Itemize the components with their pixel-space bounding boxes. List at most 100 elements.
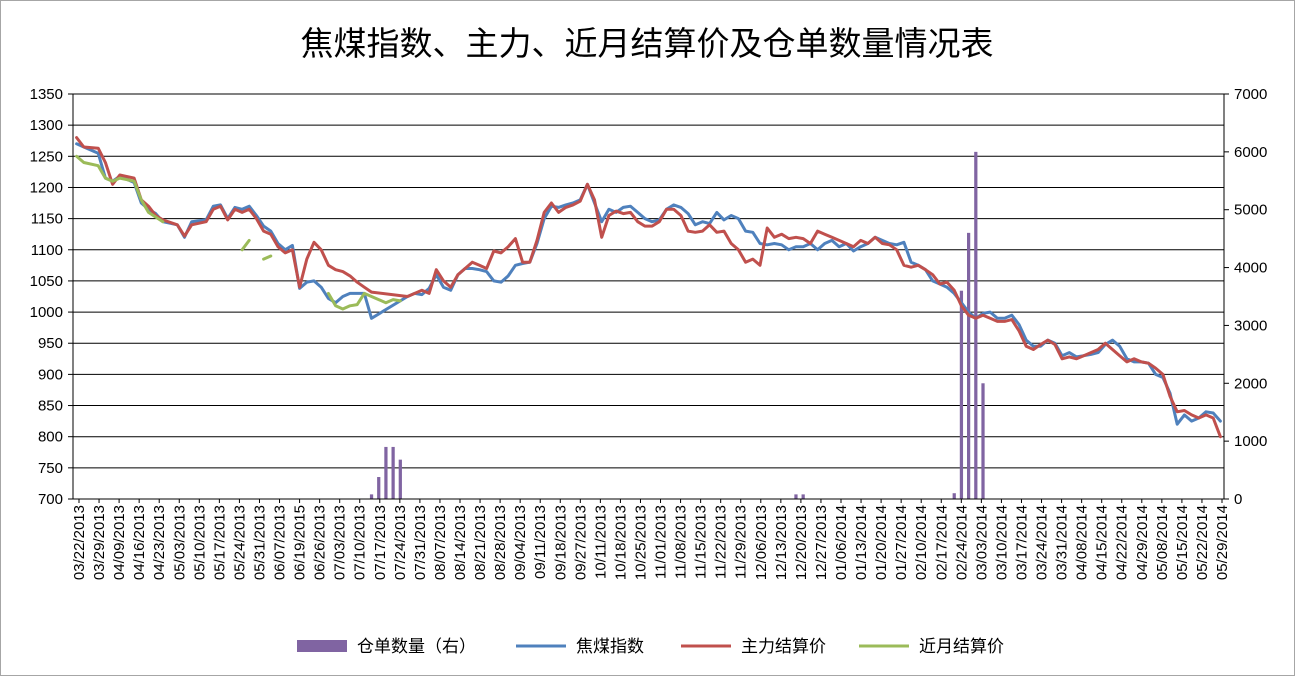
x-tick-label: 09/18/2013 [552, 505, 569, 580]
x-tick-label: 04/16/2013 [131, 505, 148, 580]
left-tick-label: 1100 [31, 242, 63, 259]
bar-warehouse-receipt [369, 494, 374, 499]
legend-label: 主力结算价 [741, 637, 826, 657]
bar-warehouse-receipt [967, 232, 971, 499]
x-tick-label: 07/24/2013 [392, 505, 409, 580]
x-tick-label: 04/29/2014 [1134, 505, 1151, 580]
x-tick-label: 07/03/2013 [332, 505, 349, 580]
x-tick-label: 02/24/2014 [953, 505, 970, 580]
series-line-1 [75, 142, 1222, 426]
series-line-3 [262, 254, 273, 261]
x-tick-label: 01/27/2014 [893, 505, 910, 580]
chart-title: 焦煤指数、主力、近月结算价及仓单数量情况表 [301, 24, 994, 63]
x-tick-label: 04/22/2014 [1114, 505, 1131, 580]
series-line-3 [240, 238, 251, 252]
x-tick-label: 04/15/2014 [1094, 505, 1111, 580]
axes: 700 750 800 850 900 950 1000 1050 1100 1150 1200 12… [30, 86, 1268, 580]
right-tick-label: 1000 [1234, 433, 1267, 450]
x-tick-label: 11/22/2013 [713, 505, 730, 579]
bar-warehouse-receipt [974, 151, 978, 499]
x-tick-label: 11/01/2013 [653, 505, 670, 579]
x-tick-label: 12/27/2013 [813, 505, 830, 580]
left-tick-label: 800 [38, 429, 63, 446]
x-tick-label: 05/08/2014 [1154, 505, 1171, 580]
x-tick-label: 06/19/2015 [292, 505, 309, 580]
x-tick-label: 05/15/2014 [1174, 505, 1191, 580]
legend: 仓单数量（右） 焦煤指数 主力结算价 近月结算价 [297, 637, 1004, 657]
gridlines [73, 93, 1224, 500]
x-tick-label: 12/20/2013 [793, 505, 810, 580]
x-tick-label: 05/22/2014 [1194, 505, 1211, 580]
series-line-3 [326, 291, 402, 311]
right-tick-label: 6000 [1234, 144, 1267, 161]
legend-label: 焦煤指数 [576, 637, 644, 657]
legend-swatch-bar [297, 640, 347, 652]
left-tick-label: 1050 [30, 273, 63, 290]
legend-label: 近月结算价 [919, 637, 1004, 657]
bar-warehouse-receipt [959, 290, 964, 499]
right-tick-label: 0 [1234, 491, 1242, 508]
left-tick-label: 750 [38, 460, 63, 477]
x-tick-label: 03/03/2014 [973, 505, 990, 580]
x-tick-label: 04/09/2013 [111, 505, 128, 580]
x-tick-label: 11/15/2013 [693, 505, 710, 579]
x-tick-label: 03/10/2014 [993, 505, 1010, 580]
left-tick-label: 700 [38, 491, 63, 508]
left-tick-label: 950 [38, 335, 63, 352]
x-tick-label: 08/07/2013 [432, 505, 449, 580]
bar-series-warehouse-receipts [369, 151, 985, 499]
x-tick-label: 10/25/2013 [632, 505, 649, 580]
bar-warehouse-receipt [391, 446, 395, 499]
x-tick-label: 01/20/2014 [873, 505, 890, 580]
x-tick-label: 05/29/2014 [1214, 505, 1231, 580]
right-tick-label: 2000 [1234, 375, 1267, 392]
line-series-group [75, 136, 1222, 439]
left-tick-label: 900 [38, 366, 63, 383]
x-tick-label: 10/18/2013 [612, 505, 629, 580]
bar-warehouse-receipt [981, 383, 985, 499]
bar-warehouse-receipt [952, 493, 956, 499]
x-tick-label: 05/24/2013 [231, 505, 248, 580]
bar-warehouse-receipt [377, 477, 381, 499]
right-tick-label: 7000 [1234, 86, 1267, 103]
x-tick-label: 05/17/2013 [211, 505, 228, 580]
bar-warehouse-receipt [801, 494, 805, 499]
bar-warehouse-receipt [384, 446, 388, 499]
right-tick-label: 5000 [1234, 202, 1267, 219]
x-tick-label: 03/22/2013 [71, 505, 88, 580]
right-tick-label: 4000 [1234, 260, 1267, 277]
left-tick-label: 1000 [30, 304, 63, 321]
bar-warehouse-receipt [398, 459, 402, 499]
x-tick-label: 03/17/2014 [1013, 505, 1030, 580]
x-tick-label: 08/21/2013 [472, 505, 489, 580]
x-tick-label: 03/29/2013 [91, 505, 108, 580]
bar-warehouse-receipt [794, 494, 798, 499]
x-tick-label: 03/24/2014 [1034, 505, 1051, 580]
left-tick-label: 1250 [30, 148, 63, 165]
x-tick-label: 05/03/2013 [171, 505, 188, 580]
x-tick-label: 08/28/2013 [492, 505, 509, 580]
legend-label: 仓单数量（右） [357, 637, 476, 657]
x-tick-label: 09/04/2013 [512, 505, 529, 580]
left-tick-label: 850 [38, 398, 63, 415]
x-tick-label: 12/13/2013 [773, 505, 790, 580]
x-tick-label: 01/13/2014 [853, 505, 870, 580]
x-tick-label: 03/31/2014 [1054, 505, 1071, 580]
series-line-2 [75, 136, 1222, 439]
x-tick-label: 11/08/2013 [673, 505, 690, 579]
x-tick-label: 07/10/2013 [352, 505, 369, 580]
x-tick-label: 09/27/2013 [572, 505, 589, 580]
x-tick-label: 02/17/2014 [933, 505, 950, 580]
left-tick-label: 1150 [31, 211, 63, 228]
left-tick-label: 1300 [30, 117, 63, 134]
x-tick-label: 05/10/2013 [191, 505, 208, 580]
right-tick-label: 3000 [1234, 317, 1267, 334]
x-tick-label: 09/11/2013 [532, 505, 549, 579]
x-tick-label: 02/10/2014 [913, 505, 930, 580]
x-tick-label: 04/08/2014 [1074, 505, 1091, 580]
series-line-3 [75, 154, 165, 224]
x-tick-label: 10/11/2013 [592, 505, 609, 579]
x-tick-label: 05/31/2013 [251, 505, 268, 580]
x-tick-label: 06/07/2013 [272, 505, 289, 580]
